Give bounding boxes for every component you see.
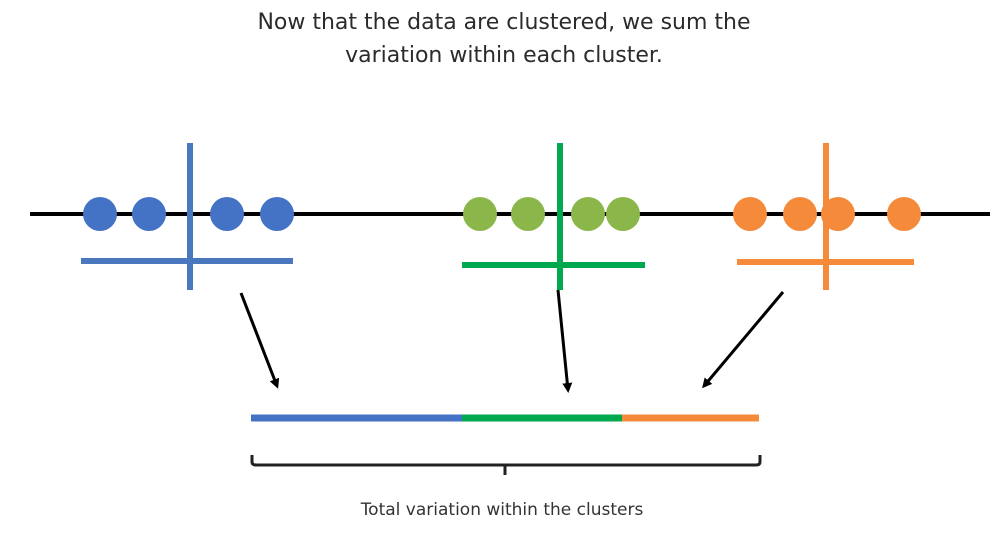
cluster-green [462, 143, 645, 290]
arrow-orange [702, 291, 785, 389]
diagram-title: Now that the data are clustered, we sum … [0, 6, 1008, 72]
total-caption: Total variation within the clusters [360, 500, 644, 520]
orange-point [783, 197, 817, 231]
cluster-blue [81, 143, 294, 290]
blue-point [83, 197, 117, 231]
cluster-orange [733, 143, 921, 290]
green-point [511, 197, 545, 231]
blue-point [210, 197, 244, 231]
blue-point [132, 197, 166, 231]
title-line-1: Now that the data are clustered, we sum … [257, 10, 751, 35]
arrow-green [556, 289, 573, 393]
title-line-2: variation within each cluster. [345, 43, 663, 68]
orange-point [887, 197, 921, 231]
blue-point [260, 197, 294, 231]
orange-point [821, 197, 855, 231]
total-brace [250, 455, 762, 475]
green-point [571, 197, 605, 231]
green-point [463, 197, 497, 231]
green-point [606, 197, 640, 231]
orange-point [733, 197, 767, 231]
arrow-blue [239, 292, 280, 389]
